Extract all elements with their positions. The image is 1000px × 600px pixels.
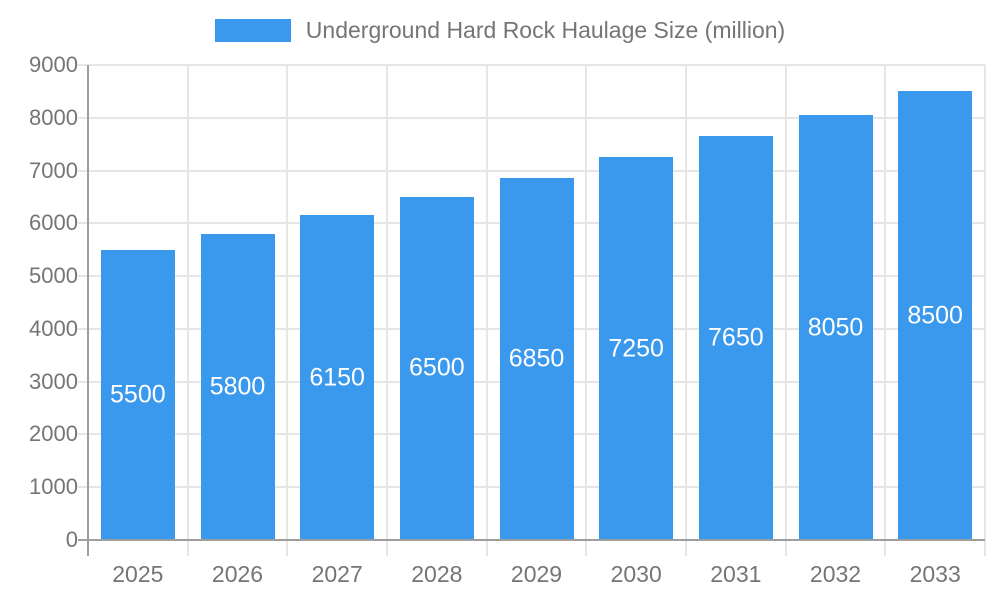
gridline-horizontal [88, 169, 985, 172]
bar-value-label: 7650 [708, 323, 764, 352]
x-axis-tick [585, 540, 588, 556]
bar [798, 115, 873, 540]
y-axis-tick [78, 169, 88, 172]
legend-swatch [214, 18, 291, 42]
bar [499, 178, 574, 540]
x-axis-tick [685, 540, 687, 556]
x-tick-label: 2033 [909, 561, 961, 587]
gridline-vertical [884, 65, 887, 540]
x-axis-tick [386, 540, 388, 556]
x-tick-label: 2030 [610, 561, 662, 587]
x-tick-label: 2029 [510, 561, 563, 587]
legend-label: Underground Hard Rock Haulage Size (mill… [305, 17, 786, 43]
x-axis-tick [286, 540, 289, 556]
bar [200, 233, 275, 540]
gridline-vertical [685, 65, 687, 540]
bar [399, 196, 474, 540]
y-tick-label: 9000 [29, 52, 78, 77]
y-tick-label: 0 [65, 527, 78, 552]
y-axis-tick [78, 486, 88, 489]
x-tick-label: 2026 [211, 561, 264, 587]
bar-value-label: 6500 [409, 353, 465, 382]
y-axis-tick [78, 327, 88, 330]
x-tick-label: 2027 [311, 561, 363, 587]
gridline-vertical [485, 65, 488, 540]
y-tick-label: 2000 [29, 421, 78, 447]
x-axis-tick [485, 540, 488, 556]
x-tick-label: 2025 [112, 561, 164, 587]
y-tick-label: 8000 [29, 104, 78, 130]
bar [898, 91, 973, 540]
bar-value-label: 5500 [110, 380, 166, 409]
x-axis-tick [784, 540, 787, 556]
bar-value-label: 6850 [508, 344, 565, 373]
y-tick-label: 7000 [29, 157, 78, 183]
x-axis-tick [984, 540, 986, 556]
y-axis-tick [78, 275, 88, 278]
bar-value-label: 6150 [309, 363, 365, 392]
legend: Underground Hard Rock Haulage Size (mill… [0, 16, 1000, 44]
gridline-vertical [585, 65, 588, 540]
y-axis-tick [78, 116, 88, 119]
x-axis-tick [186, 540, 189, 556]
bar [100, 249, 175, 540]
gridline-vertical [784, 65, 787, 540]
x-axis-line [78, 539, 985, 541]
bar-value-label: 8500 [907, 301, 963, 330]
x-tick-label: 2028 [411, 561, 463, 587]
x-axis-tick [884, 540, 887, 556]
bar [698, 136, 773, 540]
x-tick-label: 2031 [710, 561, 762, 587]
gridline-vertical [286, 65, 289, 540]
x-tick-label: 2032 [809, 561, 862, 587]
plot-area: 5500 5800 6150 6500 6850 7250 7650 8050 8500 [78, 64, 986, 556]
bar [599, 157, 674, 540]
y-tick-label: 6000 [29, 210, 78, 236]
gridline-vertical [186, 65, 189, 540]
y-tick-label: 4000 [29, 315, 78, 341]
y-tick-label: 5000 [29, 263, 78, 289]
y-tick-label: 3000 [29, 368, 78, 394]
bar [300, 215, 375, 540]
y-axis-tick [78, 64, 88, 66]
bar-value-label: 5800 [209, 372, 266, 401]
y-axis-tick [78, 222, 88, 225]
gridline-vertical [386, 65, 388, 540]
bar-value-label: 8050 [807, 313, 864, 342]
bar-value-label: 7250 [608, 334, 664, 363]
y-axis-tick [78, 433, 88, 436]
gridline-horizontal [88, 116, 985, 119]
gridline-horizontal [88, 64, 985, 66]
gridline-vertical [984, 65, 986, 540]
y-axis-line [87, 65, 89, 556]
y-axis-tick [78, 380, 88, 383]
y-tick-label: 1000 [29, 474, 78, 500]
